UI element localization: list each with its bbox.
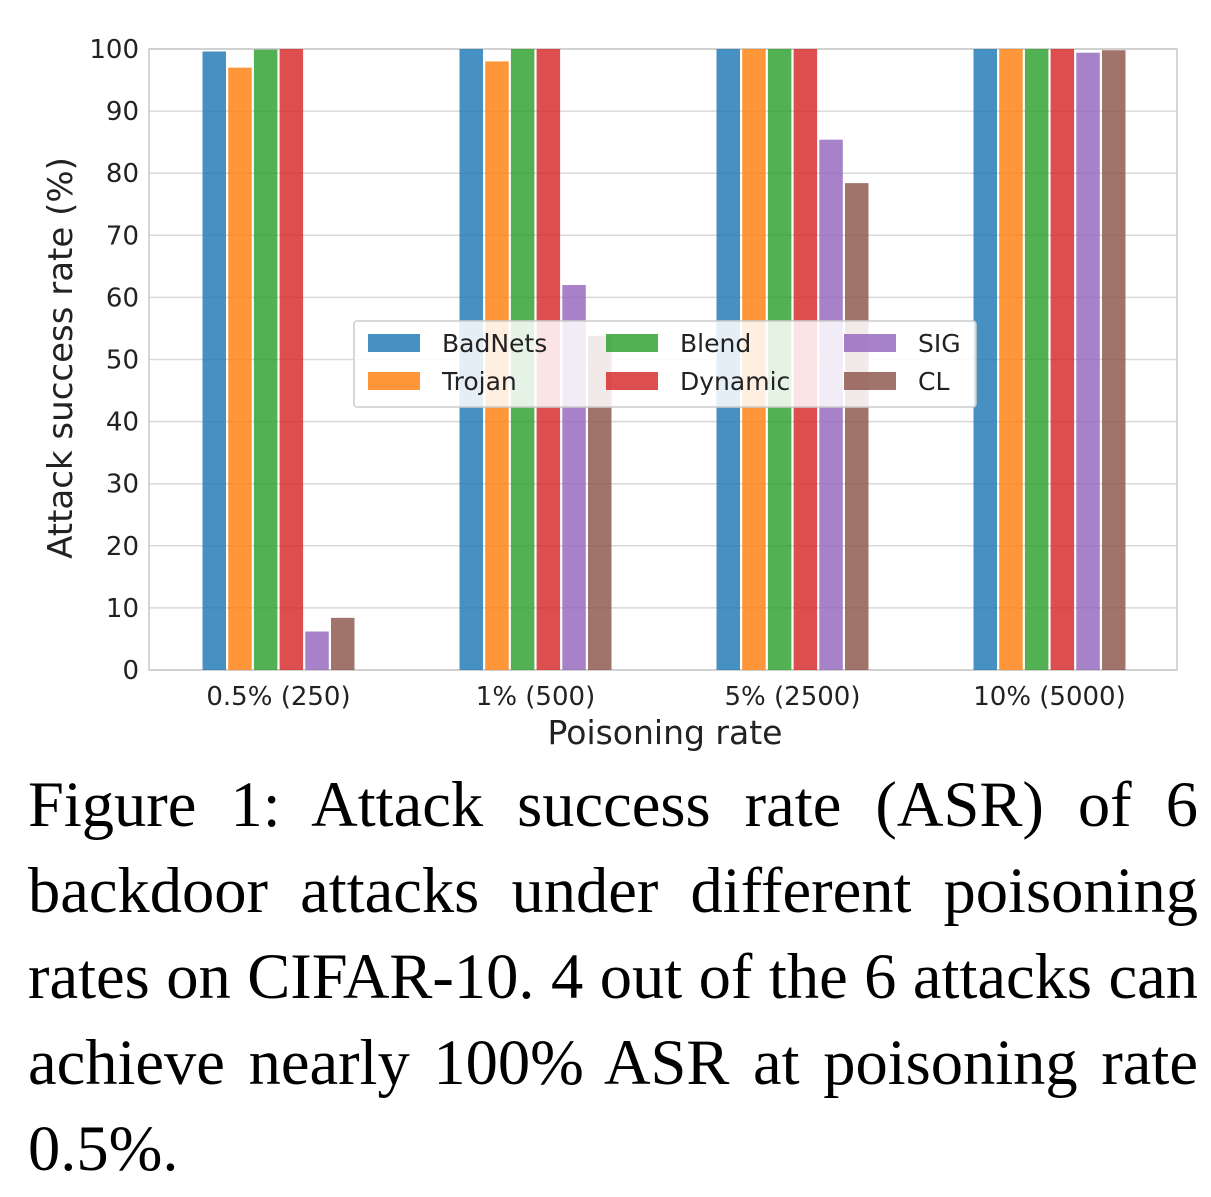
y-tick-label: 70 — [106, 221, 139, 251]
x-axis-label: Poisoning rate — [548, 713, 783, 752]
bar-blend-3 — [1024, 49, 1049, 670]
legend-label-cl: CL — [918, 367, 949, 396]
x-tick-label: 5% (2500) — [725, 682, 861, 712]
bar-sig-3 — [1076, 52, 1100, 670]
y-tick-label: 50 — [106, 346, 139, 376]
plot-frame — [148, 48, 1178, 671]
y-tick-label: 40 — [106, 408, 139, 438]
bar-trojan-0 — [228, 67, 252, 670]
bar-cl-1 — [588, 335, 612, 670]
legend: BadNets Trojan Blend Dynamic SIG CL — [353, 320, 977, 408]
y-tick-label: 100 — [89, 35, 139, 65]
y-tick-label: 20 — [106, 532, 139, 562]
bar-trojan-3 — [999, 49, 1023, 670]
legend-label-dynamic: Dynamic — [680, 367, 790, 396]
bar-cl-0 — [331, 617, 355, 670]
bar-chart: 0 10 20 30 40 50 60 70 80 90 100 0.5% (250) 1% (500… — [41, 35, 1178, 752]
bar-blend-0 — [253, 49, 278, 671]
bar-cl-3 — [1102, 50, 1126, 670]
chart-svg: 0 10 20 30 40 50 60 70 80 90 100 0.5% (250) 1% (500… — [41, 35, 1178, 752]
y-tick-label: 10 — [106, 594, 139, 624]
legend-swatch-dynamic — [606, 372, 658, 390]
y-tick-label: 60 — [106, 283, 139, 313]
x-tick-labels: 0.5% (250) 1% (500) 5% (2500) 10% (5000) — [206, 682, 1125, 712]
legend-box — [353, 320, 977, 408]
bar-dynamic-0 — [279, 49, 304, 670]
legend-label-badnets: BadNets — [442, 329, 547, 358]
x-tick-label: 1% (500) — [476, 682, 595, 712]
legend-swatch-blend — [606, 334, 658, 352]
y-tick-label: 80 — [106, 159, 139, 189]
legend-swatch-badnets — [368, 334, 420, 352]
bar-cl-2 — [845, 183, 869, 671]
x-tick-label: 0.5% (250) — [206, 682, 350, 712]
bar-badnets-3 — [973, 49, 997, 670]
bar-badnets-0 — [202, 51, 226, 670]
bar-sig-0 — [305, 631, 329, 670]
y-tick-label: 0 — [122, 656, 139, 686]
y-axis-label: Attack success rate (%) — [41, 157, 81, 559]
legend-swatch-sig — [844, 334, 896, 352]
x-tick-label: 10% (5000) — [973, 682, 1126, 712]
legend-swatch-cl — [844, 372, 896, 390]
legend-label-trojan: Trojan — [441, 367, 517, 396]
y-tick-labels: 0 10 20 30 40 50 60 70 80 90 100 — [89, 35, 139, 686]
figure-caption: Figure 1: Attack success rate (ASR) of 6… — [28, 769, 1198, 1184]
legend-label-blend: Blend — [680, 329, 751, 358]
bars — [202, 49, 1126, 671]
y-tick-label: 30 — [106, 470, 139, 500]
y-tick-label: 90 — [106, 97, 139, 127]
legend-label-sig: SIG — [918, 329, 961, 358]
bar-dynamic-3 — [1050, 49, 1075, 670]
legend-swatch-trojan — [368, 372, 420, 390]
